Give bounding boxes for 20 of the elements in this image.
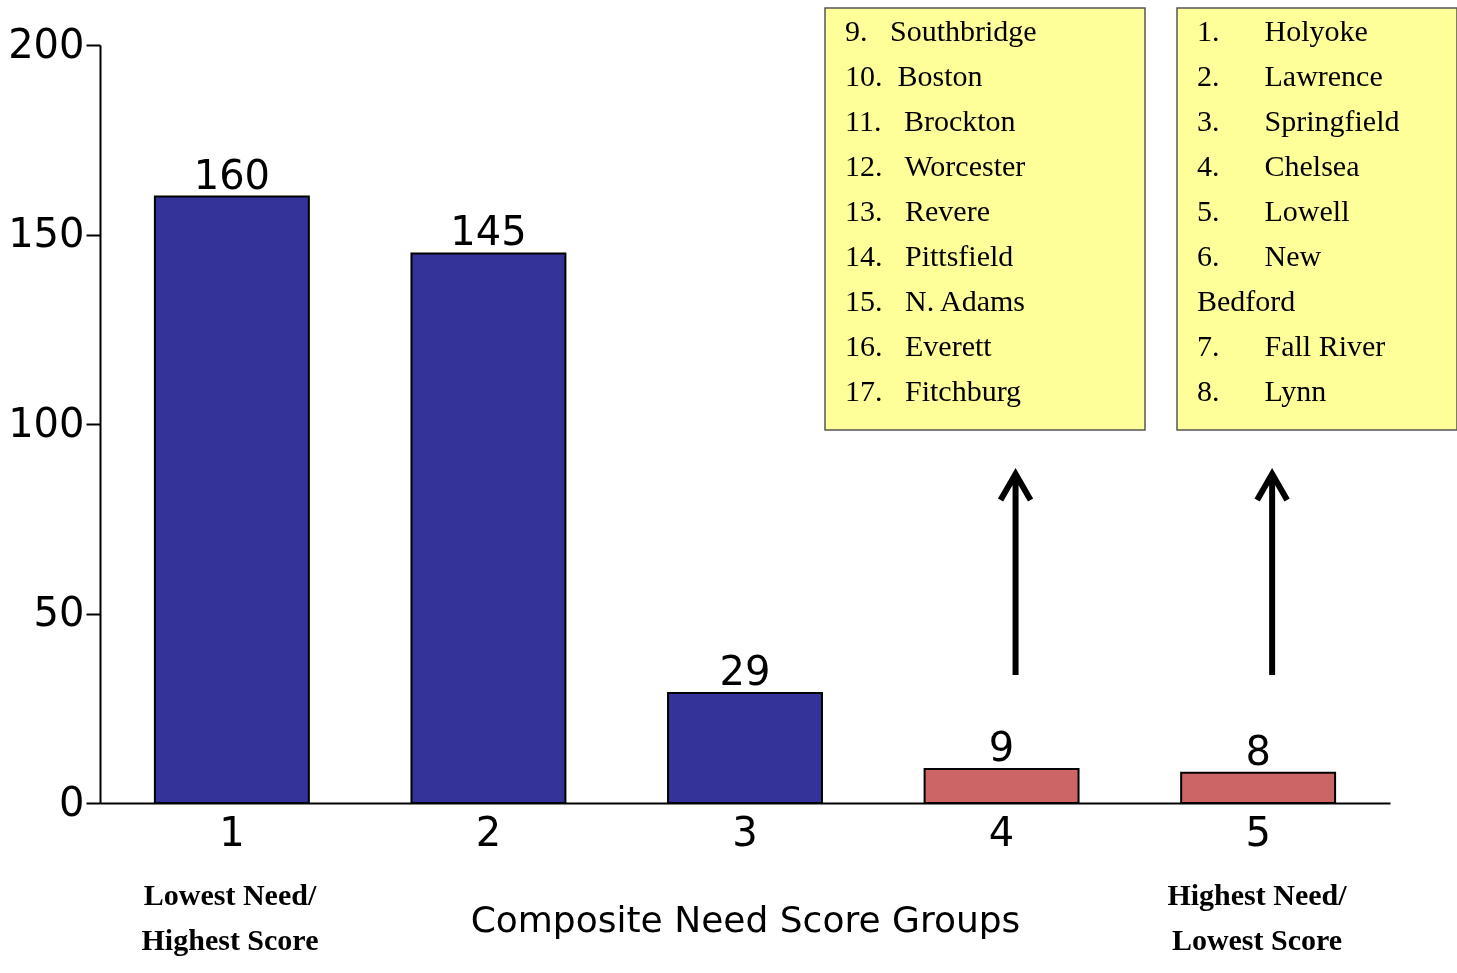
text: Highest Need/ Lowest Score (1167, 878, 1348, 956)
x-tick-label: 1 (219, 808, 245, 855)
data-label: 29 (719, 648, 771, 695)
data-label: 145 (450, 208, 527, 255)
x-tick-label: 4 (988, 808, 1015, 855)
y-tick-label: 200 (8, 20, 85, 67)
y-tick-label: 150 (8, 210, 85, 256)
x-tick-label: 3 (732, 808, 758, 855)
text: 1. Holyoke 2. Lawrence 3. Springfield 4. Chelsea 5. Lowell 6. New Bedford 7. Fall River 8. Lynn (1197, 14, 1400, 407)
x-tick-label: 5 (1245, 808, 1271, 855)
data-label: 8 (1245, 727, 1271, 774)
y-tick-label: 0 (59, 778, 85, 825)
text: Lowest Need/ Highest Score (141, 878, 319, 956)
x-tick-label: 2 (475, 808, 502, 855)
y-tick-label: 100 (8, 399, 85, 446)
data-label: 160 (193, 151, 271, 198)
x-axis-title: Composite Need Score Groups (470, 898, 1021, 940)
text: 9. Southbridge 10. Boston 11. Brockton 12. Worcester 13. Revere 14. Pittsfield 15. N. Adams 16. Everett 17. Fitchburg (845, 14, 1037, 407)
y-tick-label: 50 (33, 589, 85, 635)
data-label: 9 (988, 723, 1015, 770)
